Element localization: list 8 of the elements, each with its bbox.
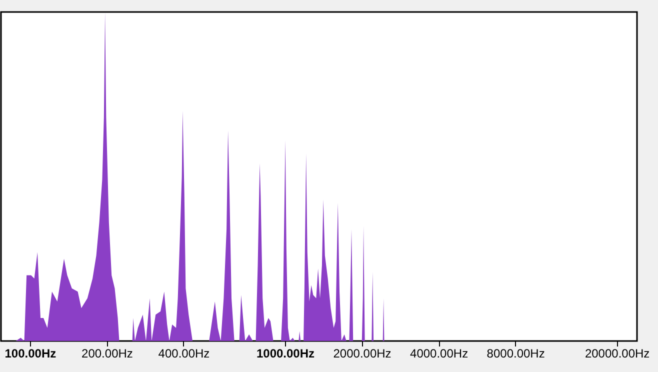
x-tick-label: 400.00Hz	[158, 346, 210, 360]
x-tick-label: 4000.00Hz	[410, 346, 468, 360]
x-tick-label: 20000.00Hz	[584, 346, 650, 360]
x-tick-label: 2000.00Hz	[333, 346, 392, 360]
x-tick-label: 8000.00Hz	[486, 346, 545, 360]
x-tick-label: 100.00Hz	[4, 346, 56, 360]
x-tick-label: 200.00Hz	[82, 346, 133, 360]
x-tick-label: 1000.00Hz	[256, 346, 315, 360]
